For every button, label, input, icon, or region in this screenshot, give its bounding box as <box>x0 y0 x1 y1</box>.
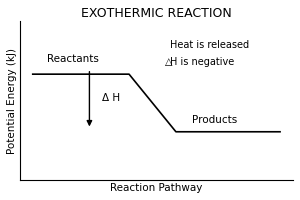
Text: △: △ <box>165 57 172 67</box>
Text: Heat is released: Heat is released <box>170 40 249 50</box>
Text: Δ H: Δ H <box>102 93 120 103</box>
Title: EXOTHERMIC REACTION: EXOTHERMIC REACTION <box>81 7 232 20</box>
Text: Products: Products <box>192 115 237 125</box>
Text: H is negative: H is negative <box>170 57 234 67</box>
X-axis label: Reaction Pathway: Reaction Pathway <box>110 183 202 193</box>
Y-axis label: Potential Energy (kJ): Potential Energy (kJ) <box>7 48 17 154</box>
Text: Reactants: Reactants <box>47 54 99 64</box>
